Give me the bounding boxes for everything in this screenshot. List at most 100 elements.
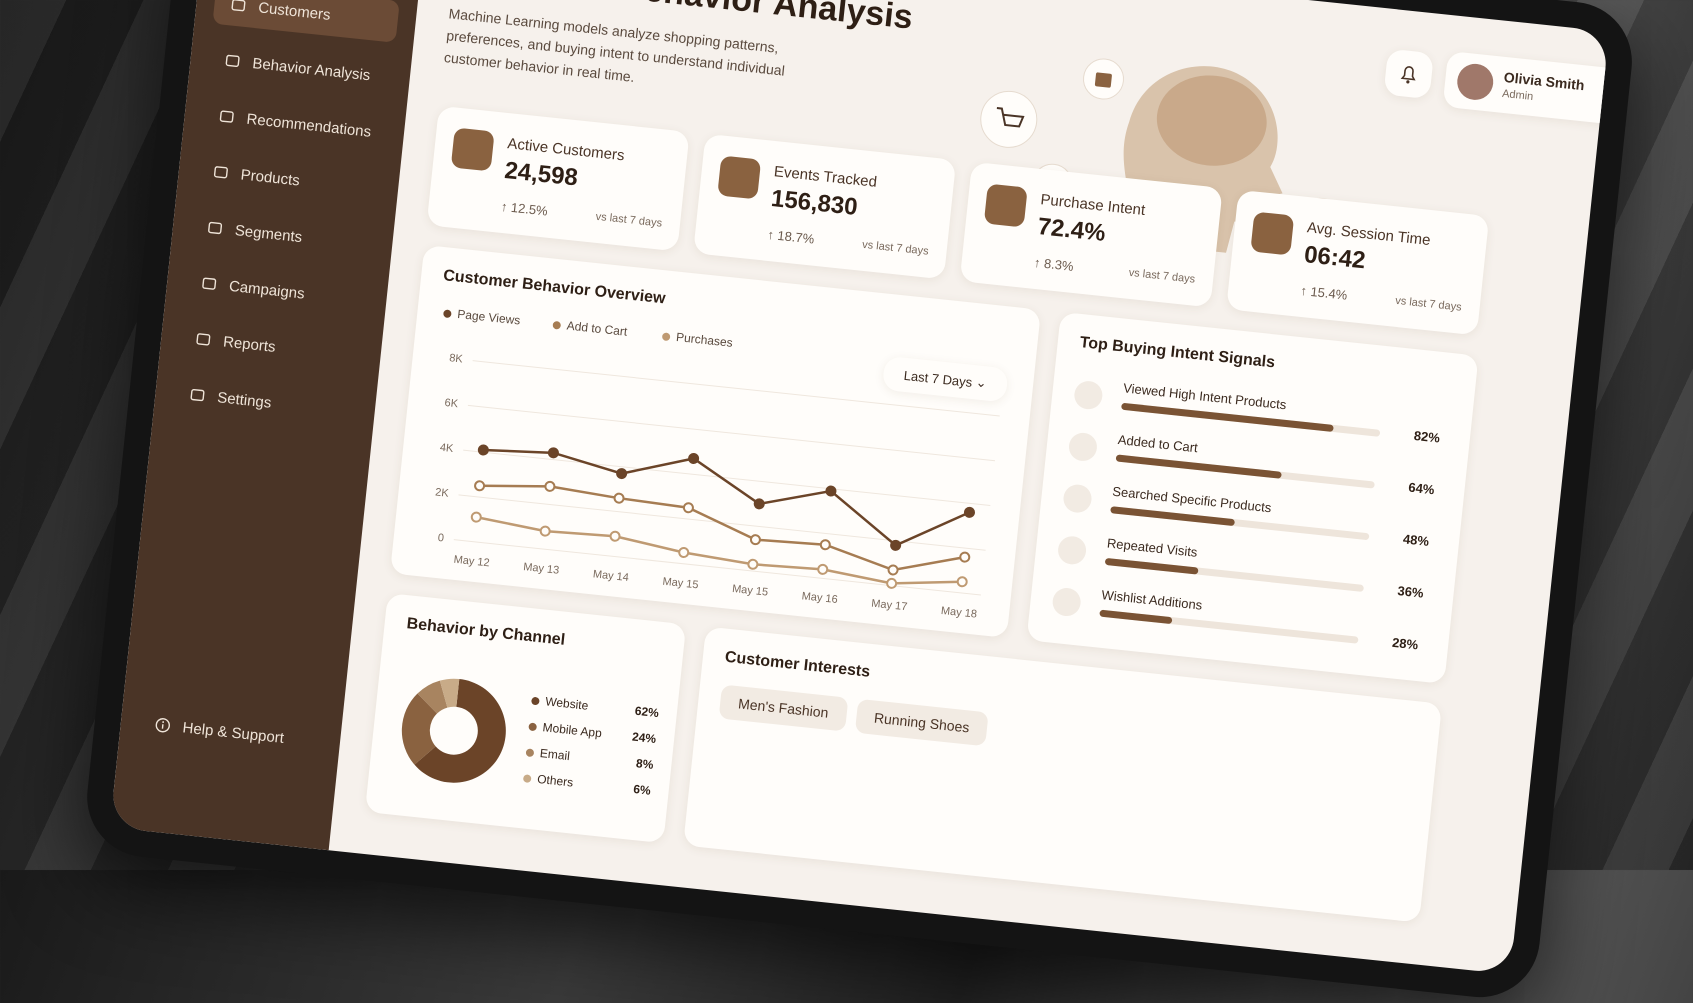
- help-text: Help & Support: [182, 719, 285, 747]
- x-tick-label: May 13: [523, 561, 560, 577]
- x-tick-label: May 12: [453, 554, 490, 570]
- kpi-period: vs last 7 days: [1128, 267, 1196, 286]
- legend-swatch: [523, 774, 532, 783]
- bar: [1099, 610, 1172, 625]
- y-tick-label: 0: [437, 532, 444, 545]
- data-point: [471, 512, 481, 522]
- icon-shape: [226, 55, 239, 66]
- x-tick-label: May 18: [940, 605, 977, 621]
- data-point: [965, 507, 975, 517]
- help-link[interactable]: Help & Support: [137, 702, 324, 763]
- bar-value-label: 48%: [1402, 531, 1430, 549]
- kpi-change-value: 8.3%: [1043, 256, 1074, 274]
- legend-swatch: [528, 723, 537, 732]
- legend-label: Email: [539, 746, 570, 763]
- x-tick-label: May 17: [871, 598, 908, 614]
- nav-item[interactable]: Segments: [189, 205, 376, 266]
- data-point: [820, 540, 830, 550]
- kpi-icon: [451, 128, 495, 172]
- data-point: [679, 548, 689, 558]
- nav-label: Campaigns: [228, 277, 305, 302]
- kpi-icon: [984, 184, 1028, 228]
- signal-label: Wishlist Additions: [1101, 587, 1204, 613]
- kpi-icon: [717, 156, 761, 200]
- value-label: 62%: [634, 704, 660, 720]
- interest-tags: Men's FashionRunning Shoes: [718, 684, 1415, 801]
- legend-swatch: [662, 332, 671, 341]
- avatar: [1455, 62, 1495, 102]
- value-label: 24%: [631, 730, 657, 746]
- kpi-change: ↑ 15.4%: [1300, 283, 1348, 303]
- nav-icon: [206, 219, 224, 237]
- data-point: [754, 499, 764, 509]
- x-tick-label: May 14: [592, 568, 629, 584]
- value-label: 8%: [635, 756, 654, 772]
- cart-bubble: [978, 89, 1040, 151]
- bag-icon: [1095, 72, 1112, 88]
- icon-shape: [220, 111, 233, 122]
- kpi-change-value: 12.5%: [510, 200, 548, 219]
- kpi-period: vs last 7 days: [595, 211, 663, 230]
- notification-button[interactable]: [1383, 49, 1434, 100]
- user-menu[interactable]: Olivia Smith Admin: [1442, 51, 1609, 127]
- legend-label: Mobile App: [542, 720, 603, 740]
- tablet: Help & Support OverviewCustomersBehavior…: [81, 0, 1638, 1003]
- bar: [1116, 454, 1282, 478]
- page: Help & Support OverviewCustomersBehavior…: [0, 0, 1693, 870]
- data-point: [888, 565, 898, 575]
- interest-tag[interactable]: Running Shoes: [854, 699, 989, 747]
- nav-item[interactable]: Customers: [212, 0, 399, 43]
- nav-label: Behavior Analysis: [252, 55, 372, 84]
- x-tick-label: May 15: [662, 576, 699, 592]
- legend-swatch: [552, 321, 561, 330]
- signal-label: Added to Cart: [1117, 432, 1199, 455]
- card-title: Customer Interests: [724, 649, 871, 682]
- bar: [1105, 558, 1199, 575]
- kpi-change-value: 15.4%: [1310, 284, 1348, 303]
- nav-item[interactable]: Reports: [177, 316, 364, 377]
- user-role: Admin: [1502, 88, 1534, 103]
- bar-value-label: 64%: [1408, 480, 1436, 498]
- bell-icon: [1383, 49, 1434, 100]
- data-point: [751, 535, 761, 545]
- data-point: [545, 481, 555, 491]
- data-point: [610, 531, 620, 541]
- grid-line: [463, 450, 990, 505]
- icon-shape: [191, 389, 204, 400]
- data-point: [891, 540, 901, 550]
- bar-value-label: 36%: [1397, 583, 1425, 601]
- nav-icon: [230, 0, 248, 14]
- bar-value-label: 82%: [1413, 428, 1441, 446]
- data-point: [957, 577, 967, 587]
- kpi-icon: [1250, 212, 1294, 256]
- nav-item[interactable]: Campaigns: [183, 260, 370, 321]
- icon-shape: [197, 334, 210, 345]
- screen: Help & Support OverviewCustomersBehavior…: [110, 0, 1609, 974]
- y-tick-label: 6K: [444, 397, 459, 410]
- legend-label: Purchases: [675, 330, 733, 350]
- data-point: [548, 448, 558, 458]
- nav-icon: [195, 331, 213, 349]
- nav-item[interactable]: Settings: [171, 372, 358, 433]
- data-point: [540, 526, 550, 536]
- behavior-card: Customer Behavior Overview Last 7 Days ⌄…: [390, 245, 1041, 638]
- kpi-period: vs last 7 days: [1395, 295, 1463, 314]
- signal-icon: [1068, 432, 1099, 463]
- bar: [1121, 403, 1334, 432]
- nav-item[interactable]: Products: [195, 149, 382, 210]
- nav-icon: [212, 163, 230, 181]
- nav-item[interactable]: Recommendations: [201, 93, 388, 154]
- kpi-change: ↑ 12.5%: [500, 199, 548, 219]
- signal-icon: [1057, 535, 1088, 566]
- icon-shape: [209, 222, 222, 233]
- icon-shape: [214, 167, 227, 178]
- value-label: 6%: [633, 782, 652, 798]
- legend-label: Others: [537, 772, 574, 790]
- nav-item[interactable]: Behavior Analysis: [207, 38, 394, 99]
- interest-tag[interactable]: Men's Fashion: [719, 684, 848, 731]
